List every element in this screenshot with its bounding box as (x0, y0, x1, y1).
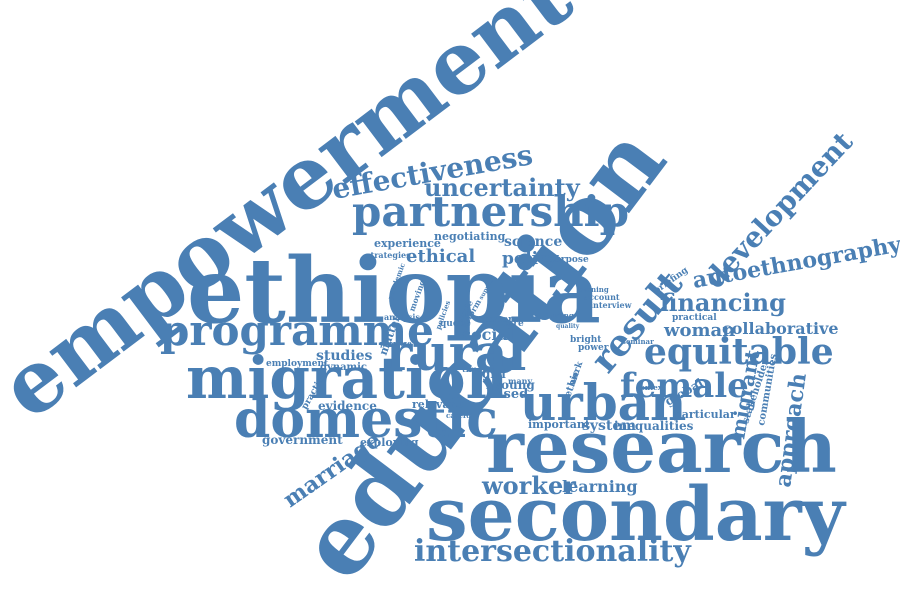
word-careful: careful (446, 411, 474, 420)
word-worker: worker (481, 471, 576, 500)
word-system: system (582, 418, 636, 434)
word-female: female (620, 366, 749, 406)
word-young: young (493, 378, 535, 392)
word-programme: programme (160, 306, 434, 355)
word-science: science (504, 234, 562, 250)
word-strategies: strategies (366, 250, 411, 260)
word-woman: woman (663, 320, 735, 341)
word-policy: policy (502, 249, 559, 269)
word-important: important (528, 418, 591, 431)
word-particular: particular (674, 408, 736, 421)
word-uncertainty: uncertainty (424, 173, 581, 202)
word-dynamic: dynamic (320, 362, 367, 373)
word-analysis: analysis (384, 312, 420, 322)
word-evening: evening (578, 285, 609, 294)
word-care: care (502, 319, 524, 329)
word-account: account (584, 292, 620, 302)
word-evidence: evidence (318, 399, 377, 413)
word-ethiopia: ethiopia (187, 238, 601, 344)
word-based: based (486, 387, 528, 402)
word-quality: quality (556, 323, 580, 330)
word-research: research (486, 404, 837, 489)
word-exploring: exploring (360, 436, 419, 449)
word-seminar: seminar (622, 337, 654, 346)
word-girl: girl (482, 367, 506, 381)
word-financing: financing (660, 288, 786, 317)
word-collaborative: collaborative (722, 319, 839, 338)
word-negotiating: negotiating (434, 230, 506, 243)
word-learning: learning (562, 477, 638, 496)
word-migration: migration (186, 344, 508, 412)
word-studies: studies (316, 348, 373, 364)
word-queue: queue (440, 319, 471, 329)
word-bright: bright (570, 335, 602, 345)
word-relevant: relevant (412, 398, 463, 411)
word-practical: practical (672, 313, 717, 323)
word-intersectionality: intersectionality (414, 534, 692, 569)
word-equitable: equitable (644, 331, 834, 373)
word-employment: employment (266, 359, 329, 369)
word-context: context (636, 383, 666, 392)
word-partnership: partnership (352, 187, 629, 236)
word-many: many (508, 376, 532, 386)
word-interview: interview (590, 300, 633, 310)
word-secondary: secondary (426, 472, 847, 558)
word-experience: experience (374, 237, 441, 250)
word-purpose: purpose (548, 255, 589, 265)
word-autoethnography: autoethnography (691, 231, 900, 294)
word-rural: rural (386, 323, 526, 382)
word-social: social (462, 325, 514, 344)
word-time: time (462, 364, 482, 374)
word-paper: paper (484, 315, 513, 325)
word-promise: promise (380, 339, 412, 348)
word-government: government (262, 433, 343, 447)
word-ethical: ethical (406, 246, 475, 267)
word-finding: finding (546, 311, 574, 320)
word-urban: urban (520, 373, 686, 432)
word-inequalities: inequalities (614, 419, 694, 433)
word-power: power (578, 343, 609, 353)
word-domestic: domestic (234, 389, 498, 450)
